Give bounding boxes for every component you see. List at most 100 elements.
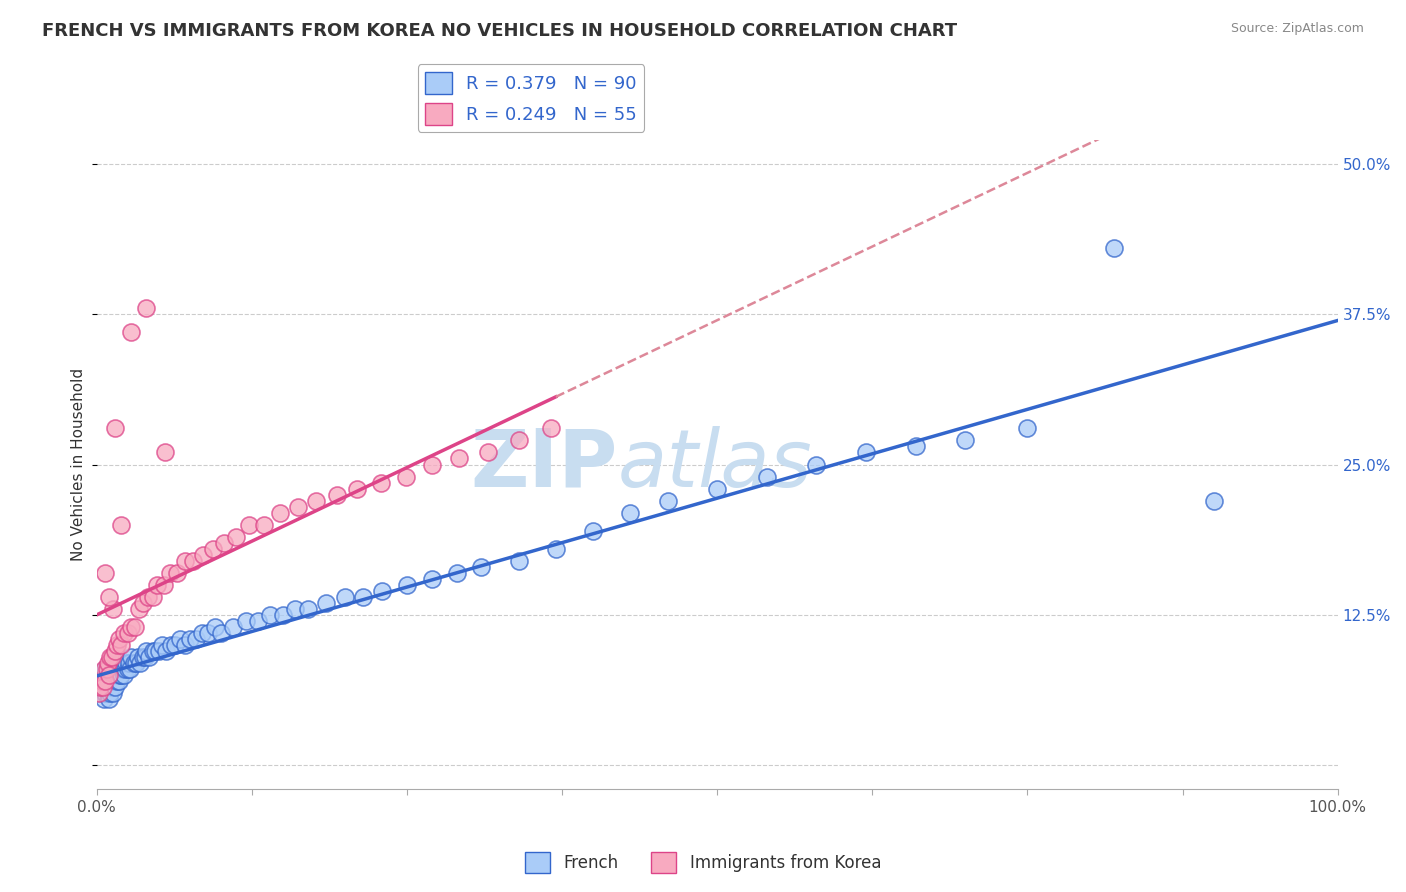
Point <box>94 673 117 688</box>
Point <box>124 620 146 634</box>
Point <box>110 517 132 532</box>
Point <box>657 493 679 508</box>
Point <box>160 638 183 652</box>
Point <box>395 469 418 483</box>
Point <box>477 445 499 459</box>
Point <box>101 662 124 676</box>
Point <box>125 656 148 670</box>
Point <box>89 686 111 700</box>
Point <box>105 673 128 688</box>
Point <box>446 566 468 580</box>
Point <box>183 554 205 568</box>
Text: Source: ZipAtlas.com: Source: ZipAtlas.com <box>1230 22 1364 36</box>
Point <box>128 601 150 615</box>
Point <box>100 668 122 682</box>
Text: atlas: atlas <box>617 425 813 503</box>
Point <box>1017 421 1039 435</box>
Point <box>120 325 142 339</box>
Point <box>508 554 530 568</box>
Point <box>117 625 139 640</box>
Point <box>122 656 145 670</box>
Point <box>111 662 134 676</box>
Point <box>94 662 117 676</box>
Point <box>110 638 132 652</box>
Point <box>118 656 141 670</box>
Point <box>135 301 157 316</box>
Point <box>105 638 128 652</box>
Point <box>93 673 115 688</box>
Point <box>104 421 127 435</box>
Point <box>1202 493 1225 508</box>
Point <box>98 590 121 604</box>
Point <box>202 541 225 556</box>
Point <box>169 632 191 646</box>
Point <box>420 572 443 586</box>
Point <box>100 649 122 664</box>
Point <box>91 686 114 700</box>
Point <box>101 601 124 615</box>
Point <box>97 662 120 676</box>
Point <box>148 644 170 658</box>
Point <box>136 590 159 604</box>
Point <box>98 668 121 682</box>
Point <box>97 656 120 670</box>
Point <box>305 493 328 508</box>
Point <box>619 506 641 520</box>
Point <box>98 686 121 700</box>
Point <box>544 541 567 556</box>
Point <box>152 638 174 652</box>
Point <box>108 632 131 646</box>
Point <box>214 535 236 549</box>
Text: ZIP: ZIP <box>471 425 617 503</box>
Point <box>163 638 186 652</box>
Point <box>89 680 111 694</box>
Point <box>131 649 153 664</box>
Point <box>191 625 214 640</box>
Point <box>326 487 349 501</box>
Point <box>94 566 117 580</box>
Point <box>103 673 125 688</box>
Point <box>755 469 778 483</box>
Point <box>120 662 142 676</box>
Point <box>184 632 207 646</box>
Point <box>143 644 166 658</box>
Point <box>114 662 136 676</box>
Point <box>89 686 111 700</box>
Point <box>346 482 368 496</box>
Point <box>955 434 977 448</box>
Point <box>287 500 309 514</box>
Point <box>120 649 142 664</box>
Point <box>110 668 132 682</box>
Point <box>134 649 156 664</box>
Point <box>271 607 294 622</box>
Point <box>246 614 269 628</box>
Point <box>225 530 247 544</box>
Point <box>141 590 163 604</box>
Point <box>706 482 728 496</box>
Point <box>104 662 127 676</box>
Point <box>89 680 111 694</box>
Point <box>269 506 291 520</box>
Text: FRENCH VS IMMIGRANTS FROM KOREA NO VEHICLES IN HOUSEHOLD CORRELATION CHART: FRENCH VS IMMIGRANTS FROM KOREA NO VEHIC… <box>42 22 957 40</box>
Point <box>420 458 443 472</box>
Point <box>98 649 121 664</box>
Point <box>141 644 163 658</box>
Point <box>470 559 492 574</box>
Point <box>235 614 257 628</box>
Point <box>447 451 470 466</box>
Point <box>253 517 276 532</box>
Point <box>91 668 114 682</box>
Point <box>159 566 181 580</box>
Point <box>540 421 562 435</box>
Legend: R = 0.379   N = 90, R = 0.249   N = 55: R = 0.379 N = 90, R = 0.249 N = 55 <box>418 64 644 132</box>
Point <box>166 566 188 580</box>
Point <box>146 578 169 592</box>
Point <box>353 590 375 604</box>
Point <box>259 607 281 622</box>
Point <box>97 686 120 700</box>
Point <box>96 668 118 682</box>
Point <box>96 680 118 694</box>
Point <box>806 458 828 472</box>
Point <box>104 644 127 658</box>
Point <box>1104 241 1126 255</box>
